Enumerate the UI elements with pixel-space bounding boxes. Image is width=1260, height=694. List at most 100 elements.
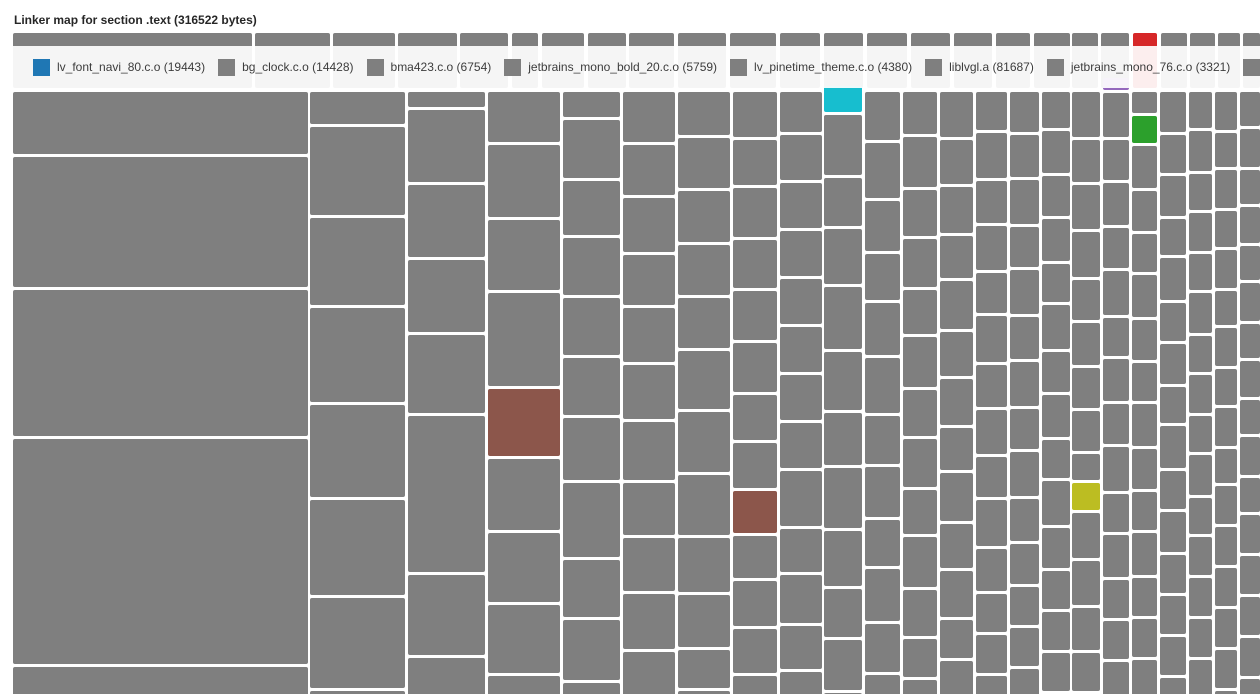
treemap-cell: [563, 683, 620, 694]
treemap-cell: [824, 229, 862, 284]
treemap-cell: [1042, 131, 1070, 173]
treemap-cell: [733, 581, 777, 626]
legend-item: bg_clock.c.o (14428): [218, 58, 354, 76]
treemap-cell: [488, 605, 560, 673]
treemap-cell: [780, 575, 822, 623]
treemap-cell: [903, 92, 937, 134]
treemap-cell: [1189, 416, 1212, 452]
treemap-cell: [865, 675, 900, 694]
legend-swatch-icon: [504, 58, 522, 76]
treemap-cell: [563, 620, 620, 680]
treemap-cell: [1160, 135, 1186, 173]
treemap-cell: [1042, 612, 1070, 650]
legend-swatch-icon: [366, 58, 384, 76]
treemap-cell: [1240, 515, 1260, 553]
treemap-cell: [1215, 250, 1237, 288]
treemap-cell: [733, 92, 777, 137]
treemap-cell: [1132, 449, 1157, 489]
treemap-cell: [1240, 638, 1260, 676]
treemap-cell: [865, 569, 900, 621]
treemap-cell: [408, 110, 485, 182]
treemap-cell: [563, 120, 620, 178]
treemap-cell: [1132, 363, 1157, 401]
treemap-cell: [1160, 303, 1186, 341]
treemap-cell: [1072, 608, 1100, 650]
treemap-cell: [678, 245, 730, 295]
treemap-cell: [310, 218, 405, 305]
treemap-cell: [780, 626, 822, 669]
treemap-cell: [1103, 662, 1129, 694]
treemap-cell: [1103, 271, 1129, 315]
treemap-cell: [1215, 369, 1237, 405]
treemap-cell: [623, 652, 675, 694]
treemap-cell: [310, 500, 405, 595]
treemap-cell: [1103, 140, 1129, 180]
treemap-cell: [1132, 619, 1157, 657]
treemap-cell: [1240, 437, 1260, 475]
legend-swatch-icon: [730, 58, 748, 76]
treemap-cell: [1240, 361, 1260, 397]
treemap-cell: [780, 471, 822, 526]
treemap-cell: [1132, 320, 1157, 360]
treemap-cell: [824, 287, 862, 349]
treemap-cell: [623, 255, 675, 305]
treemap-cell: [1160, 512, 1186, 552]
treemap-cell: [623, 308, 675, 362]
treemap-cell: [733, 676, 777, 694]
treemap-cell: [1160, 219, 1186, 255]
treemap-cell: [903, 337, 937, 387]
treemap-cell: [678, 475, 730, 535]
legend-swatch-icon: [33, 58, 50, 76]
treemap-cell: [1160, 176, 1186, 216]
treemap-cell: [1103, 318, 1129, 356]
treemap-cell: [865, 520, 900, 566]
treemap-cell: [310, 405, 405, 497]
treemap-cell: [13, 92, 308, 154]
treemap-cell: [1240, 207, 1260, 243]
treemap-cell: [1010, 227, 1039, 267]
treemap-cell: [1132, 404, 1157, 446]
treemap-cell: [976, 457, 1007, 497]
legend-item: jetbrains_mono_bold_20.c.o (5759): [504, 58, 718, 76]
treemap-cell: [1240, 129, 1260, 167]
treemap-cell: [733, 536, 777, 578]
treemap-cell: [1042, 440, 1070, 478]
treemap-cell: [903, 137, 937, 187]
treemap-cell: [623, 594, 675, 649]
treemap-cell: [563, 418, 620, 480]
treemap-cell: [13, 667, 308, 694]
treemap-cell: [1240, 92, 1260, 126]
treemap-cell: [1042, 653, 1070, 691]
treemap-cell: [310, 127, 405, 215]
treemap-cell: [1189, 660, 1212, 694]
treemap-cell: [940, 379, 973, 425]
treemap-cell: [903, 490, 937, 534]
treemap-cell: [1010, 544, 1039, 584]
legend-label: bg_clock.c.o (14428): [242, 60, 354, 74]
treemap-cell: [1160, 387, 1186, 423]
treemap-cell: [903, 590, 937, 636]
treemap-cell: [733, 629, 777, 673]
treemap-cell: [1010, 92, 1039, 132]
treemap-cell: [1010, 362, 1039, 406]
treemap-cell: [1215, 449, 1237, 483]
treemap-cell: [733, 395, 777, 440]
treemap-cell: [733, 291, 777, 340]
legend-item: bma423.c.o (6754): [366, 58, 491, 76]
treemap-cell: [1215, 211, 1237, 247]
treemap-cell: [824, 115, 862, 175]
legend-label: lv_font_navi_80.c.o (19443): [57, 60, 206, 74]
treemap-cell: [903, 190, 937, 236]
legend-swatch-icon: [925, 58, 943, 76]
treemap-cell: [408, 260, 485, 332]
treemap-cell: [1072, 561, 1100, 605]
treemap-cell: [1160, 471, 1186, 509]
treemap-cell: [1132, 578, 1157, 616]
legend-item: jetbrains_mono_76.c.o (3321): [1046, 58, 1230, 76]
treemap-cell: [940, 187, 973, 233]
treemap-cell: [678, 138, 730, 188]
treemap-cell: [1072, 92, 1100, 137]
treemap-cell: [1189, 131, 1212, 171]
legend-label: jetbrains_mono_bold_20.c.o (5759): [528, 60, 718, 74]
treemap-cell: [1010, 499, 1039, 541]
